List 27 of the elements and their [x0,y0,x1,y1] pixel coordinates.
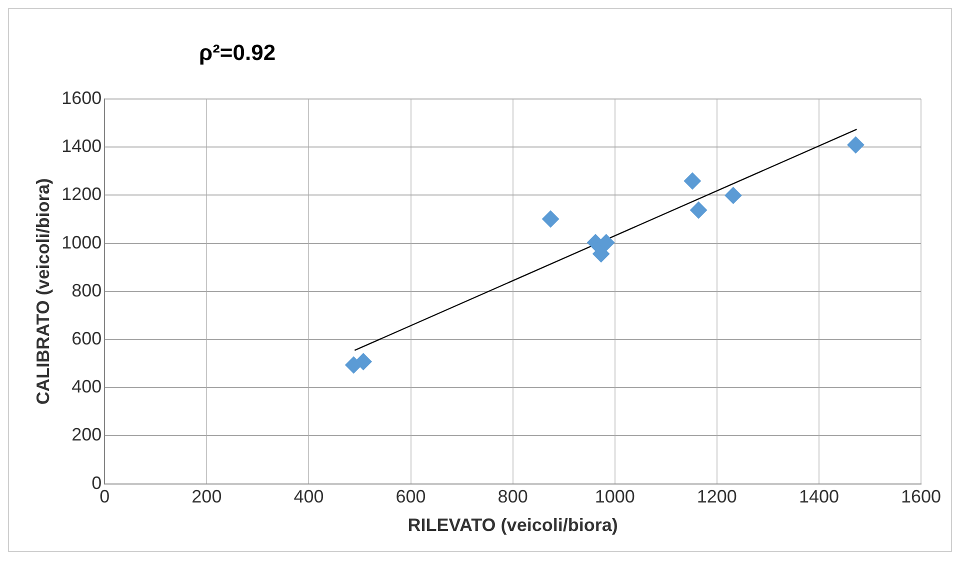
point [542,210,560,228]
text: ρ²=0.92 [199,40,276,66]
x-tick-label: 800 [498,486,528,507]
point [847,136,864,154]
point [354,353,372,370]
point [592,245,610,262]
point [724,186,742,204]
y-axis-title: CALIBRATO (veicoli/biora) [32,178,53,405]
y-tick-label: 400 [72,376,102,397]
x-tick-label: 1000 [594,486,635,507]
point [690,202,708,219]
x-tick-label: 200 [192,486,222,507]
x-tick-label: 1600 [900,486,942,507]
x-tick-label: 1200 [696,486,737,507]
point [684,172,701,190]
y-tick-label: 800 [72,280,102,300]
x-tick-label: 600 [396,486,426,507]
x-tick-label: 1400 [798,486,839,507]
x-axis-title: RILEVATO (veicoli/biora) [408,515,618,536]
x-tick-label: 400 [294,486,324,507]
y-tick-label: 1400 [62,136,102,156]
y-tick-label: 1200 [62,184,102,204]
y-tick-label: 200 [72,424,102,445]
y-tick-label: 1000 [62,232,102,252]
y-tick-label: 0 [92,472,102,493]
y-tick-label: 600 [72,328,102,348]
y-tick-label: 1600 [62,88,102,108]
